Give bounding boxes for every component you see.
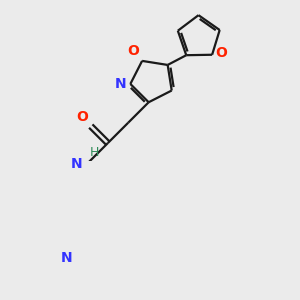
Text: O: O: [76, 110, 88, 124]
Text: O: O: [215, 46, 227, 60]
Text: N: N: [61, 251, 73, 265]
Text: H: H: [90, 146, 100, 159]
Text: N: N: [71, 157, 82, 170]
Text: O: O: [128, 44, 140, 58]
Text: N: N: [115, 77, 126, 91]
